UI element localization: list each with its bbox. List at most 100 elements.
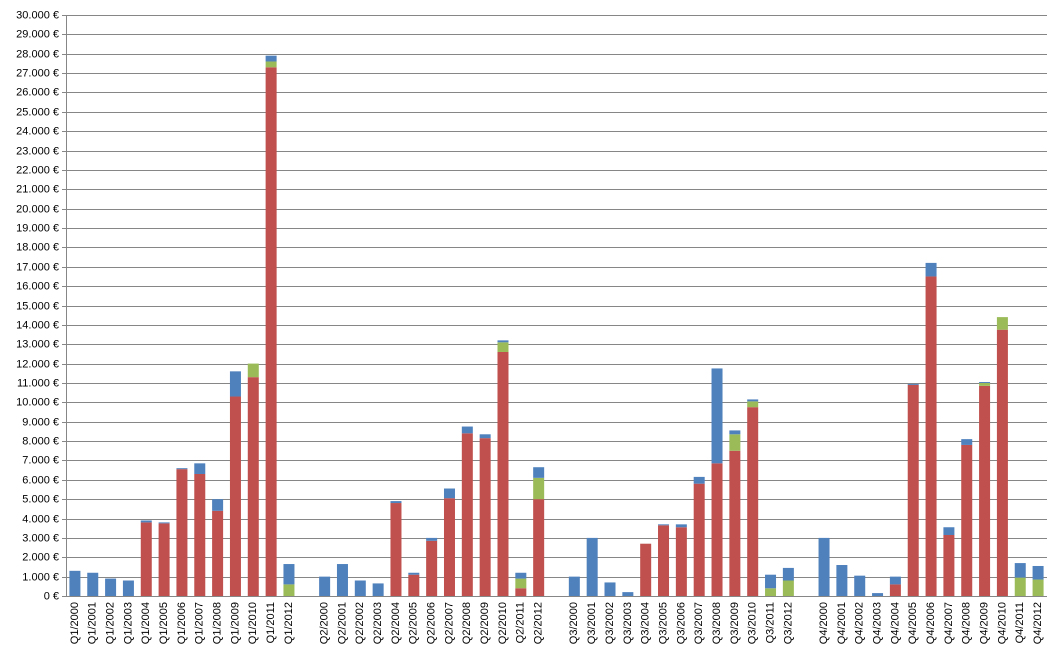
x-tick-label: Q4/2008: [961, 602, 973, 644]
x-tick-label: Q3/2003: [622, 602, 634, 644]
bar-segment: [1032, 565, 1044, 580]
x-tick-label: Q3/2009: [729, 602, 741, 644]
y-tick-label: 28.000 €: [16, 48, 59, 60]
x-tick-label: Q4/2010: [996, 602, 1008, 644]
bar-segment: [782, 567, 794, 581]
y-tick-label: 10.000 €: [16, 396, 59, 408]
bar-segment: [229, 396, 241, 596]
x-tick-label: Q4/2004: [889, 602, 901, 644]
x-tick-label: Q1/2007: [194, 602, 206, 644]
bar-segment: [265, 55, 277, 62]
bar-segment: [354, 580, 366, 596]
bar-segment: [961, 439, 973, 445]
bar-segment: [319, 576, 331, 596]
bar-segment: [515, 578, 527, 589]
y-tick-label: 6.000 €: [22, 474, 59, 486]
x-tick-label: Q4/2007: [943, 602, 955, 644]
bar-segment: [336, 564, 348, 596]
bar-segment: [1014, 563, 1026, 578]
bar-segment: [461, 426, 473, 434]
x-tick-label: Q4/2011: [1014, 602, 1026, 643]
x-tick-label: Q2/2007: [443, 602, 455, 644]
bar-segment: [497, 342, 509, 352]
bar-segment: [693, 476, 705, 484]
bar-segment: [408, 572, 420, 575]
bar-segment: [889, 576, 901, 585]
bar-segment: [658, 524, 670, 526]
bar-segment: [765, 574, 777, 589]
x-tick-label: Q1/2003: [122, 602, 134, 644]
y-tick-label: 15.000 €: [16, 300, 59, 312]
x-tick-label: Q3/2001: [586, 602, 598, 644]
bar-segment: [533, 499, 545, 596]
bar-segment: [907, 384, 919, 596]
bar-segment: [212, 510, 224, 596]
bar-segment: [283, 564, 295, 585]
x-tick-label: Q4/2000: [818, 602, 830, 644]
x-tick-label: Q2/2003: [372, 602, 384, 644]
x-tick-label: Q1/2001: [87, 602, 99, 644]
bar-segment: [69, 570, 81, 596]
y-tick-label: 30.000 €: [16, 9, 59, 21]
y-tick-label: 26.000 €: [16, 86, 59, 98]
bar-segment: [1032, 579, 1044, 596]
x-tick-label: Q2/2002: [354, 602, 366, 644]
x-tick-label: Q2/2008: [461, 602, 473, 644]
bar-segment: [533, 467, 545, 478]
y-tick-label: 8.000 €: [22, 435, 59, 447]
x-tick-label: Q1/2010: [247, 602, 259, 644]
y-tick-label: 1.000 €: [22, 571, 59, 583]
y-tick-label: 0 €: [44, 590, 59, 602]
bar-segment: [996, 329, 1008, 596]
y-tick-label: 4.000 €: [22, 513, 59, 525]
bar-segment: [247, 377, 259, 596]
bar-segment: [265, 61, 277, 68]
y-tick-label: 19.000 €: [16, 222, 59, 234]
bar-segment: [872, 593, 884, 596]
bar-segment: [426, 540, 438, 596]
bar-segment: [604, 582, 616, 596]
bar-segment: [889, 584, 901, 596]
bar-segment: [479, 438, 491, 596]
x-tick-label: Q1/2012: [283, 602, 295, 644]
x-tick-label: Q4/2001: [836, 602, 848, 644]
bar-segment: [194, 473, 206, 596]
bar-segment: [693, 483, 705, 596]
bar-segment: [372, 583, 384, 596]
bar-segment: [854, 575, 866, 596]
bar-segment: [176, 468, 188, 470]
bar-segment: [479, 434, 491, 439]
bar-segment: [408, 574, 420, 596]
bar-segment: [265, 67, 277, 597]
bar-segment: [961, 444, 973, 596]
bar-segment: [640, 543, 652, 596]
x-tick-label: Q3/2011: [764, 602, 776, 643]
x-tick-label: Q3/2002: [604, 602, 616, 644]
bar-segment: [140, 522, 152, 596]
bar-segment: [996, 317, 1008, 330]
bar-segment: [979, 382, 991, 386]
x-tick-label: Q3/2006: [675, 602, 687, 644]
y-tick-label: 18.000 €: [16, 241, 59, 253]
bar-segment: [497, 340, 509, 343]
bar-segment: [176, 469, 188, 596]
bar-segment: [836, 565, 848, 596]
bar-segment: [212, 499, 224, 511]
bar-segment: [729, 430, 741, 435]
bar-segment: [622, 592, 634, 596]
bar-segment: [140, 520, 152, 523]
x-tick-label: Q1/2009: [229, 602, 241, 644]
bar-segment: [943, 527, 955, 535]
y-tick-label: 24.000 €: [16, 125, 59, 137]
bar-segment: [443, 498, 455, 596]
bar-segment: [390, 503, 402, 596]
x-tick-label: Q3/2010: [747, 602, 759, 644]
bar-segment: [122, 580, 134, 596]
y-tick-label: 5.000 €: [22, 493, 59, 505]
x-tick-label: Q2/2001: [336, 602, 348, 644]
bar-segment: [729, 434, 741, 451]
bar-segment: [158, 522, 170, 524]
x-tick-label: Q1/2002: [104, 602, 116, 644]
x-tick-label: Q4/2012: [1032, 602, 1044, 644]
